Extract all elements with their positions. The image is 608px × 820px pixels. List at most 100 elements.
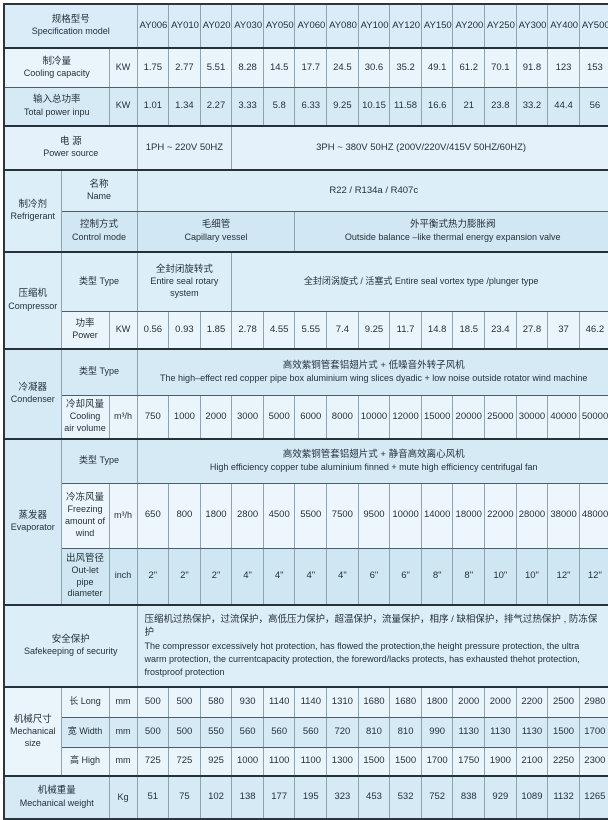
value-cell: 23.8	[484, 86, 517, 127]
value-cell: 1.75	[136, 47, 170, 88]
value-cell: 9.25	[357, 310, 391, 350]
cooling-capacity-label: 制冷量 Cooling capacity	[3, 47, 110, 88]
value-cell: 2980	[578, 686, 608, 718]
evaporator-type-row: 蒸发器 Evaporator 类型 Type 高效紫铜管套铝翅片式 + 静音高效…	[3, 438, 608, 606]
value-cell: 7.4	[326, 310, 359, 350]
length-label: 长 Long	[60, 686, 110, 718]
value-cell: 2800	[231, 482, 264, 549]
control-mode-valve-en: Outside balance –like thermal energy exp…	[344, 231, 561, 242]
value-cell: 5500	[294, 482, 328, 549]
value-cell: 3000	[231, 394, 264, 440]
value-cell: 4"	[294, 547, 328, 606]
control-mode-label-en: Control mode	[71, 231, 127, 242]
value-cell: 195	[294, 775, 328, 820]
evaporator-type-value-zh: 高效紫铜管套铝翅片式 + 静音高效离心风机	[282, 449, 465, 461]
power-source-label-zh: 电 源	[59, 135, 82, 147]
value-cell: 37	[547, 310, 580, 350]
model-header-cell: AY020	[199, 3, 233, 49]
value-cell: 1000	[168, 394, 201, 440]
value-cell: 20000	[452, 394, 486, 440]
value-cell: 0.93	[168, 310, 201, 350]
value-cell: 48000	[578, 482, 608, 549]
refrigerant-group-label: 制冷剂 Refrigerant	[3, 169, 62, 253]
value-cell: 930	[231, 686, 264, 718]
compressor-group-label-en: Compressor	[8, 300, 58, 311]
value-cell: 16.6	[420, 86, 454, 127]
value-cell: 500	[168, 716, 201, 748]
value-cell: 1500	[389, 746, 422, 777]
value-cell: 1130	[484, 716, 517, 748]
value-cell: 6"	[357, 547, 391, 606]
value-cell: 14000	[420, 482, 454, 549]
value-cell: 810	[389, 716, 422, 748]
value-cell: 10000	[357, 394, 391, 440]
compressor-power-label-en: Power	[72, 330, 98, 341]
condenser-group-label-zh: 冷凝器	[18, 381, 47, 393]
value-cell: 6.33	[294, 86, 328, 127]
value-cell: 323	[326, 775, 359, 820]
value-cell: 46.2	[578, 310, 608, 350]
total-power-label-en: Total power inpu	[23, 106, 90, 117]
model-header-cell: AY006	[136, 3, 170, 49]
value-cell: 30000	[515, 394, 549, 440]
evaporator-group-label-en: Evaporator	[10, 522, 55, 533]
value-cell: 6000	[294, 394, 328, 440]
value-cell: 10"	[515, 547, 549, 606]
value-cell: 3.33	[231, 86, 264, 127]
value-cell: 44.4	[547, 86, 580, 127]
compressor-type-rotary-en: Entire seal rotary system	[150, 276, 219, 298]
value-cell: 5000	[262, 394, 296, 440]
condenser-type-row: 冷凝器 Condenser 类型 Type 高效紫铜管套铝翅片式 + 低噪音外转…	[3, 348, 608, 440]
value-cell: 138	[231, 775, 264, 820]
weight-row: 机械重量 Mechanical weight Kg 51 75 102 138 177 1…	[3, 775, 608, 820]
height-row: 高 High mm 725 725 925 1000 1100 1100 1300 1500 1…	[4, 746, 608, 777]
value-cell: 12"	[547, 547, 580, 606]
value-cell: 990	[420, 716, 454, 748]
power-source-three-phase: 3PH ~ 380V 50HZ (200V/220V/415V 50HZ/60H…	[231, 125, 608, 171]
value-cell: 720	[326, 716, 359, 748]
condenser-type-value: 高效紫铜管套铝翅片式 + 低噪音外转子风机 The high–effect re…	[136, 348, 608, 396]
value-cell: 500	[168, 686, 201, 718]
value-cell: 9.25	[326, 86, 359, 127]
value-cell: 2"	[136, 547, 170, 606]
value-cell: 4"	[231, 547, 264, 606]
power-source-label-en: Power source	[43, 148, 99, 159]
value-cell: 1100	[262, 746, 296, 777]
value-cell: 500	[136, 716, 170, 748]
value-cell: 10"	[484, 547, 517, 606]
value-cell: 1700	[420, 746, 454, 777]
value-cell: 50000	[578, 394, 608, 440]
value-cell: 51	[136, 775, 170, 820]
value-cell: 2"	[168, 547, 201, 606]
evaporator-type-label: 类型 Type	[60, 438, 138, 484]
value-cell: 1140	[294, 686, 328, 718]
evaporator-type-value: 高效紫铜管套铝翅片式 + 静音高效离心风机 High efficiency co…	[136, 438, 608, 484]
value-cell: 4500	[262, 482, 296, 549]
value-cell: 11.58	[389, 86, 422, 127]
outlet-pipe-unit: inch	[108, 547, 138, 606]
value-cell: 9500	[357, 482, 391, 549]
value-cell: 5.8	[262, 86, 296, 127]
value-cell: 1089	[515, 775, 549, 820]
cooling-capacity-unit: KW	[108, 47, 138, 88]
value-cell: 14.5	[262, 47, 296, 88]
value-cell: 5.51	[199, 47, 233, 88]
value-cell: 1.01	[136, 86, 170, 127]
safety-label-zh: 安全保护	[51, 633, 90, 645]
value-cell: 560	[262, 716, 296, 748]
cooling-air-label-en: Cooling air volume	[64, 411, 106, 433]
cooling-capacity-label-zh: 制冷量	[42, 55, 71, 67]
value-cell: 1680	[389, 686, 422, 718]
cooling-capacity-row: 制冷量 Cooling capacity KW 1.75 2.77 5.51 8.28…	[3, 47, 608, 88]
freezing-air-unit: m³/h	[108, 482, 138, 549]
safety-text-en: The compressor excessively hot protectio…	[144, 641, 580, 678]
power-source-single-phase: 1PH ~ 220V 50HZ	[136, 125, 233, 171]
value-cell: 1130	[515, 716, 549, 748]
compressor-power-label: 功率 Power	[60, 310, 110, 350]
refrigerant-name-label: 名称 Name	[60, 169, 138, 212]
value-cell: 752	[420, 775, 454, 820]
refrigerant-group-label-en: Refrigerant	[10, 211, 56, 222]
compressor-power-unit: KW	[108, 310, 138, 350]
value-cell: 38000	[547, 482, 580, 549]
value-cell: 61.2	[452, 47, 486, 88]
